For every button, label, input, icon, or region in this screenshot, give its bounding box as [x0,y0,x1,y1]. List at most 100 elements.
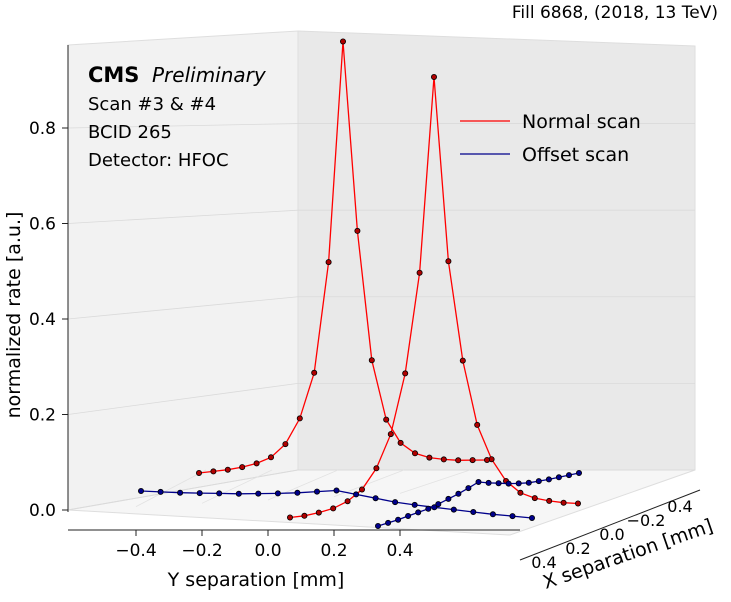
data-point [282,441,289,448]
x-tick-label: −0.2 [627,511,666,530]
data-point [426,454,433,461]
y-tick-label: 0.2 [320,541,347,561]
y-axis-ticks: −0.4 −0.2 0.0 0.2 0.4 [115,530,414,561]
data-point [210,468,217,475]
data-point [560,499,567,506]
data-point [235,490,242,497]
data-point [402,370,409,377]
data-point [397,439,404,446]
data-point [435,501,442,508]
z-tick-label: 0.6 [29,215,56,235]
annotation-bcid: BCID 265 [88,122,172,143]
data-point [294,489,301,496]
data-point [525,479,532,486]
data-point [395,516,402,523]
data-point [411,450,418,457]
annotation-detector: Detector: HFOC [88,150,229,171]
data-point [416,269,423,276]
side-pane [297,30,696,471]
legend-label-normal: Normal scan [522,111,641,133]
grid-line-z [67,296,299,320]
data-point [531,495,538,502]
data-point [177,489,184,496]
data-point [274,490,281,497]
data-point [216,490,223,497]
data-point [475,478,482,485]
data-point [535,478,542,485]
data-point [195,469,202,476]
series-normal-scan-x [286,74,582,521]
data-point [459,357,466,364]
data-point [440,456,447,463]
data-point [239,464,246,471]
data-point [425,505,432,512]
z-tick-label: 0.0 [29,501,56,521]
data-point [358,486,365,493]
data-point [267,454,274,461]
y-tick-label: −0.2 [181,541,222,561]
series-layer [137,38,583,530]
z-axis-label: normalized rate [a.u.] [3,212,25,419]
x-tick-label: 0.4 [531,553,556,572]
data-point [483,456,490,463]
y-tick-label: 0.0 [254,541,281,561]
y-tick-label: 0.4 [386,541,413,561]
data-point [255,490,262,497]
chart-title: Fill 6868, (2018, 13 TeV) [512,3,718,23]
data-point [373,465,380,472]
grid-line-z [67,469,299,511]
grid-line-y [399,469,471,494]
data-point [505,480,512,487]
data-point [469,457,476,464]
y-axis-label: Y separation [mm] [167,569,345,591]
data-point [546,497,553,504]
data-point [344,498,351,505]
data-point [515,480,522,487]
data-point [313,488,320,495]
data-point [253,460,260,467]
data-point [445,495,452,502]
data-point [333,487,340,494]
data-point [354,227,361,234]
series-offset-scan-x [137,487,536,522]
x-axis-line [519,489,701,561]
data-point [465,485,472,492]
x-tick-label: 0.2 [565,539,590,558]
data-point [387,431,394,438]
data-point [509,513,516,520]
data-point [137,487,144,494]
data-point [455,457,462,464]
data-point [339,38,346,45]
y-tick-label: −0.4 [115,541,156,561]
grid-line-z [67,123,299,129]
data-point [157,488,164,495]
series-offset-scan-y [374,469,583,530]
data-point [368,357,375,364]
grid-line-y [135,469,207,507]
x-tick-label: 0.0 [599,525,624,544]
series-normal-scan-y [195,38,490,476]
grid-line-z [67,209,299,224]
x-tick-label: 0.4 [667,497,692,516]
data-point [392,499,399,506]
data-point [495,480,502,487]
data-point [566,472,573,479]
data-point [286,514,293,521]
data-point [470,508,477,515]
z-tick-label: 0.8 [29,119,56,139]
data-point [383,416,390,423]
data-point [296,415,303,422]
x-axis-ticks: 0.40.20.0−0.20.4 [531,497,692,572]
data-point [555,474,562,481]
data-point [575,500,582,507]
z-axis-ticks: 0.0 0.2 0.4 0.6 0.8 [29,119,68,521]
annotation-scan: Scan #3 & #4 [88,94,216,115]
data-point [474,421,481,428]
z-tick-label: 0.4 [29,310,56,330]
preliminary-label: Preliminary [152,63,267,87]
data-point [455,490,462,497]
data-point [325,259,332,266]
data-point [196,490,203,497]
data-point [415,509,422,516]
